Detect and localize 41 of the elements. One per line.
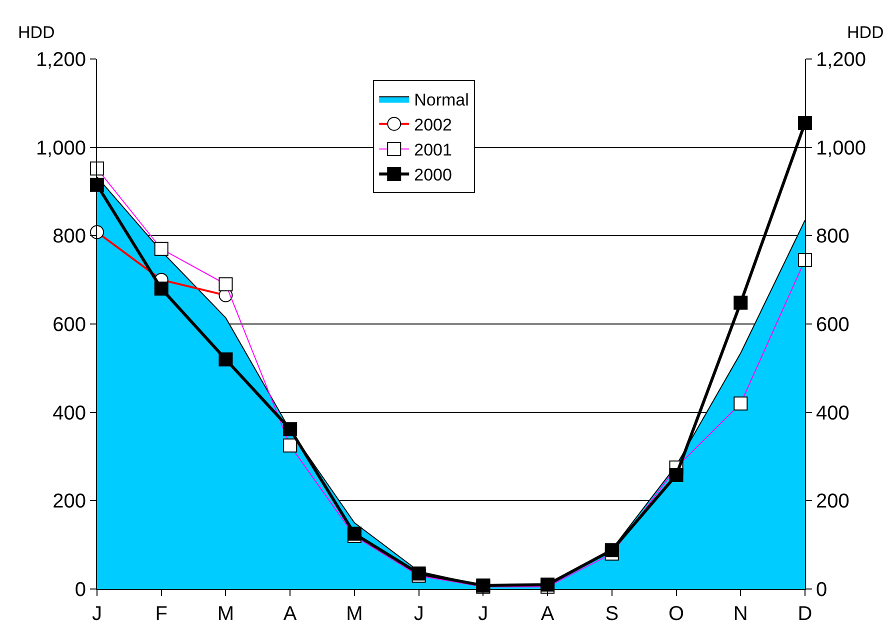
y-tick-label: 200 [52,490,86,513]
x-tick-label: O [668,603,684,625]
x-tick-label: A [540,603,555,625]
x-tick-label: J [414,603,424,625]
legend-label: Normal [414,90,469,110]
legend-label: 2002 [414,115,452,134]
x-tick-label: M [346,603,363,625]
y-tick-label: 0 [74,579,86,601]
x-tick-label: J [478,603,488,625]
point [154,282,168,296]
legend-label: 2001 [414,140,452,160]
y-tick-label: 1,200 [36,49,86,71]
y2-tick-label: 800 [816,226,850,248]
y2-tick-label: 200 [816,490,850,513]
y2-axis-title: HDD [847,23,884,42]
legend-label: 2000 [414,166,452,185]
y-tick-label: 600 [52,314,86,336]
y2-tick-label: 400 [816,402,850,424]
x-tick-label: M [217,603,234,625]
point [669,468,684,482]
y2-tick-label: 600 [816,314,850,336]
x-tick-label: N [733,603,748,625]
y-tick-label: 1,000 [36,137,86,160]
x-tick-label: F [155,603,168,625]
x-tick-label: S [605,603,619,625]
point [283,422,298,436]
point [734,296,748,310]
x-tick-label: D [798,603,812,625]
y-axis-title: HDD [18,23,55,42]
y2-tick-label: 1,000 [816,137,866,160]
y2-tick-label: 1,200 [816,49,866,71]
y-tick-label: 400 [52,402,86,424]
x-tick-label: J [92,603,102,625]
point [347,526,362,541]
x-tick-label: A [283,603,298,625]
y2-tick-label: 0 [816,579,828,601]
point [90,178,104,192]
y-tick-label: 800 [52,226,86,248]
point [798,116,812,130]
point [604,543,619,558]
point [218,352,233,366]
